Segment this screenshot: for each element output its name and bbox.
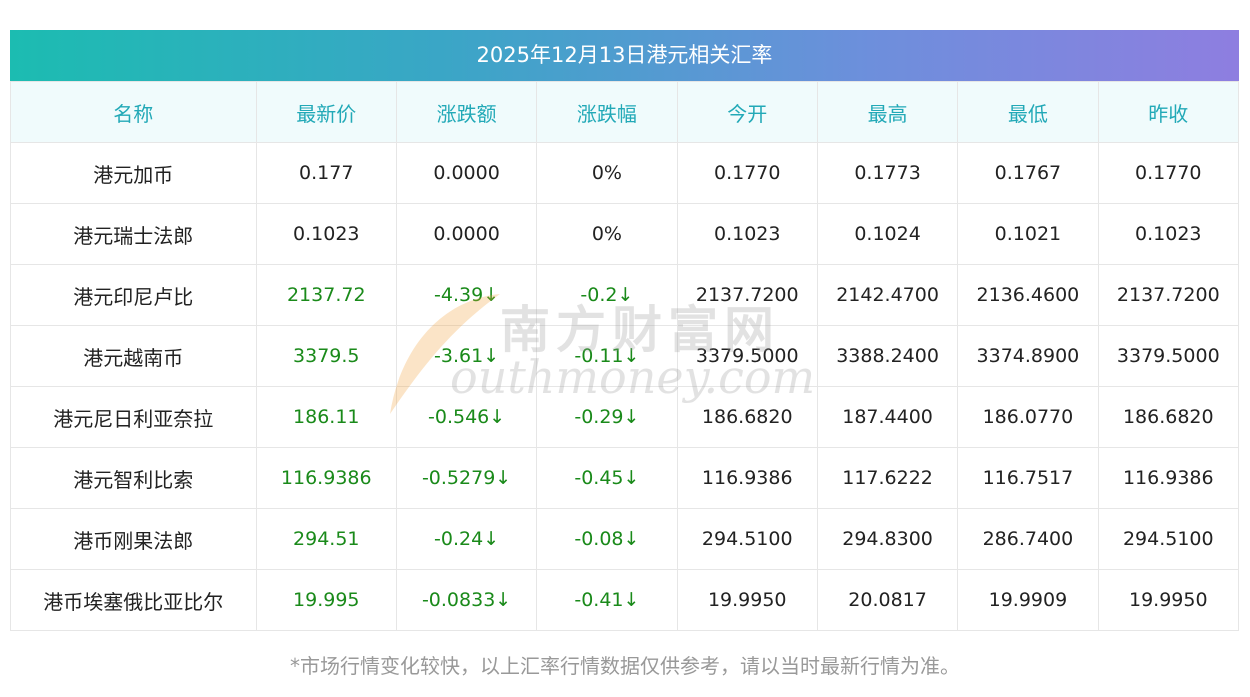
cell-change-pct: 0% — [536, 142, 678, 204]
cell-open: 116.9386 — [676, 447, 818, 509]
header-prev-close: 昨收 — [1097, 81, 1240, 143]
cell-prev-close: 2137.7200 — [1097, 264, 1240, 326]
cell-prev-close: 19.9950 — [1097, 569, 1240, 631]
table-row: 港币埃塞俄比亚比尔 19.995 -0.0833↓ -0.41↓ 19.9950 20.0… — [10, 569, 1240, 631]
cell-change: -0.5279↓ — [395, 447, 538, 509]
cell-open: 2137.7200 — [676, 264, 818, 326]
rates-table: 名称 最新价 涨跌额 涨跌幅 今开 最高 最低 昨收 港元加币 0.177 0.00… — [10, 81, 1240, 631]
header-low: 最低 — [957, 81, 1099, 143]
table-row: 港元加币 0.177 0.0000 0% 0.1770 0.1773 0.1767 0.177… — [10, 142, 1240, 204]
rate-card: 2025年12月13日港元相关汇率 名称 最新价 涨跌额 涨跌幅 今开 最高 最… — [10, 30, 1240, 631]
cell-change-pct: -0.11↓ — [536, 325, 678, 387]
cell-change-pct: -0.2↓ — [536, 264, 678, 326]
cell-name: 港元越南币 — [10, 325, 257, 387]
header-latest: 最新价 — [255, 81, 397, 143]
cell-change: -0.24↓ — [395, 508, 538, 570]
cell-change: -3.61↓ — [395, 325, 538, 387]
cell-latest: 3379.5 — [255, 325, 397, 387]
cell-latest: 19.995 — [255, 569, 397, 631]
cell-latest: 0.1023 — [255, 203, 397, 265]
cell-prev-close: 0.1770 — [1097, 142, 1240, 204]
cell-low: 0.1767 — [957, 142, 1099, 204]
cell-change: -4.39↓ — [395, 264, 538, 326]
cell-name: 港元尼日利亚奈拉 — [10, 386, 257, 448]
cell-open: 0.1770 — [676, 142, 818, 204]
cell-name: 港币刚果法郎 — [10, 508, 257, 570]
cell-high: 187.4400 — [816, 386, 959, 448]
cell-low: 286.7400 — [957, 508, 1099, 570]
table-row: 港元瑞士法郎 0.1023 0.0000 0% 0.1023 0.1024 0.1021 0.… — [10, 203, 1240, 265]
cell-latest: 2137.72 — [255, 264, 397, 326]
cell-high: 20.0817 — [816, 569, 959, 631]
cell-name: 港元智利比索 — [10, 447, 257, 509]
table-row: 港币刚果法郎 294.51 -0.24↓ -0.08↓ 294.5100 294.8300… — [10, 508, 1240, 570]
cell-high: 3388.2400 — [816, 325, 959, 387]
cell-low: 116.7517 — [957, 447, 1099, 509]
cell-low: 19.9909 — [957, 569, 1099, 631]
cell-change-pct: -0.08↓ — [536, 508, 678, 570]
cell-change-pct: -0.45↓ — [536, 447, 678, 509]
cell-change: 0.0000 — [395, 142, 538, 204]
table-row: 港元越南币 3379.5 -3.61↓ -0.11↓ 3379.5000 3388.240… — [10, 325, 1240, 387]
table-row: 港元印尼卢比 2137.72 -4.39↓ -0.2↓ 2137.7200 2142.47… — [10, 264, 1240, 326]
cell-open: 19.9950 — [676, 569, 818, 631]
cell-prev-close: 0.1023 — [1097, 203, 1240, 265]
cell-prev-close: 186.6820 — [1097, 386, 1240, 448]
cell-open: 3379.5000 — [676, 325, 818, 387]
cell-high: 0.1024 — [816, 203, 959, 265]
cell-high: 0.1773 — [816, 142, 959, 204]
footnote: *市场行情变化较快，以上汇率行情数据仅供参考，请以当时最新行情为准。 — [290, 654, 960, 678]
header-name: 名称 — [10, 81, 257, 143]
cell-open: 294.5100 — [676, 508, 818, 570]
cell-change-pct: 0% — [536, 203, 678, 265]
header-change: 涨跌额 — [395, 81, 538, 143]
cell-prev-close: 294.5100 — [1097, 508, 1240, 570]
table-row: 港元智利比索 116.9386 -0.5279↓ -0.45↓ 116.9386 117.… — [10, 447, 1240, 509]
cell-name: 港元加币 — [10, 142, 257, 204]
header-change-pct: 涨跌幅 — [536, 81, 678, 143]
cell-latest: 186.11 — [255, 386, 397, 448]
cell-latest: 294.51 — [255, 508, 397, 570]
cell-open: 186.6820 — [676, 386, 818, 448]
table-body: 港元加币 0.177 0.0000 0% 0.1770 0.1773 0.1767 0.177… — [10, 142, 1240, 631]
cell-low: 2136.4600 — [957, 264, 1099, 326]
cell-low: 3374.8900 — [957, 325, 1099, 387]
table-title: 2025年12月13日港元相关汇率 — [10, 30, 1239, 81]
cell-change-pct: -0.29↓ — [536, 386, 678, 448]
cell-high: 294.8300 — [816, 508, 959, 570]
cell-name: 港元印尼卢比 — [10, 264, 257, 326]
cell-change: -0.0833↓ — [395, 569, 538, 631]
cell-prev-close: 116.9386 — [1097, 447, 1240, 509]
table-row: 港元尼日利亚奈拉 186.11 -0.546↓ -0.29↓ 186.6820 187.4… — [10, 386, 1240, 448]
header-high: 最高 — [816, 81, 959, 143]
cell-prev-close: 3379.5000 — [1097, 325, 1240, 387]
cell-change-pct: -0.41↓ — [536, 569, 678, 631]
cell-change: 0.0000 — [395, 203, 538, 265]
cell-high: 117.6222 — [816, 447, 959, 509]
cell-low: 186.0770 — [957, 386, 1099, 448]
cell-high: 2142.4700 — [816, 264, 959, 326]
cell-change: -0.546↓ — [395, 386, 538, 448]
cell-latest: 116.9386 — [255, 447, 397, 509]
cell-latest: 0.177 — [255, 142, 397, 204]
cell-name: 港元瑞士法郎 — [10, 203, 257, 265]
cell-open: 0.1023 — [676, 203, 818, 265]
cell-name: 港币埃塞俄比亚比尔 — [10, 569, 257, 631]
table-header: 名称 最新价 涨跌额 涨跌幅 今开 最高 最低 昨收 — [10, 81, 1240, 143]
header-open: 今开 — [676, 81, 818, 143]
cell-low: 0.1021 — [957, 203, 1099, 265]
